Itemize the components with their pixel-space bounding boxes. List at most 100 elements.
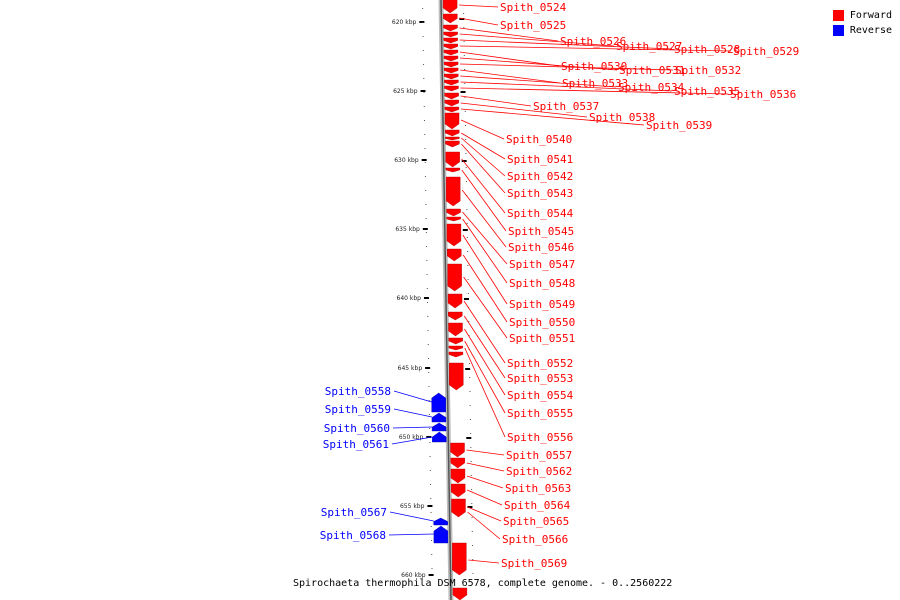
reverse-gene-label: Spith_0567 [321, 506, 387, 519]
minor-tick [464, 69, 466, 70]
forward-gene-leader [459, 33, 615, 47]
forward-gene-label: Spith_0549 [509, 298, 575, 311]
minor-tick [465, 181, 467, 182]
legend-forward: Forward [832, 8, 892, 23]
minor-tick [471, 517, 473, 518]
forward-gene-label: Spith_0563 [505, 482, 571, 495]
scale-tick-right [460, 91, 466, 93]
reverse-gene-arrow [433, 517, 448, 526]
minor-tick [470, 447, 472, 448]
reverse-gene-leader [393, 408, 433, 418]
reverse-gene-leader [392, 426, 433, 429]
forward-gene-arrow [445, 176, 461, 207]
forward-gene-label: Spith_0542 [507, 170, 573, 183]
forward-gene-arrow [444, 112, 460, 130]
minor-tick [424, 162, 426, 163]
scale-tick-right [463, 298, 469, 300]
minor-tick [464, 111, 466, 112]
forward-gene-arrow [448, 351, 464, 358]
minor-tick [470, 475, 472, 476]
minor-tick [424, 176, 426, 177]
forward-gene-leader [461, 137, 506, 177]
forward-gene-arrow [446, 223, 462, 247]
minor-tick [426, 260, 428, 261]
forward-gene-arrow [443, 31, 458, 38]
minor-tick [465, 125, 466, 126]
forward-gene-leader [461, 189, 507, 248]
minor-tick [430, 512, 432, 513]
minor-tick [425, 204, 427, 205]
forward-gene-label: Spith_0569 [501, 557, 567, 570]
forward-gene-label: Spith_0546 [508, 241, 574, 254]
forward-gene-leader [460, 87, 729, 95]
forward-gene-leader [467, 506, 502, 522]
scale-tick-label: 620 kbp [392, 19, 417, 26]
forward-gene-leader [460, 81, 673, 92]
minor-tick [424, 134, 426, 135]
forward-gene-arrow [452, 587, 468, 600]
forward-gene-arrow [443, 61, 459, 68]
scale-tick-label: 630 kbp [394, 157, 419, 164]
scale-tick [419, 21, 425, 23]
scale-tick [423, 297, 429, 299]
scale-tick [425, 367, 431, 369]
forward-gene-leader [467, 511, 501, 540]
forward-gene-label: Spith_0529 [733, 45, 799, 58]
genome-backbone [440, 0, 452, 600]
forward-gene-label: Spith_0539 [646, 119, 712, 132]
forward-gene-label: Spith_0541 [507, 153, 573, 166]
minor-tick [430, 484, 432, 485]
legend-reverse-label: Reverse [849, 25, 892, 36]
forward-gene-label: Spith_0566 [502, 533, 568, 546]
forward-gene-label: Spith_0564 [504, 499, 571, 512]
forward-gene-leader [460, 63, 674, 71]
minor-tick [466, 237, 468, 238]
forward-gene-leader [459, 27, 559, 42]
scale-tick [427, 505, 433, 507]
forward-gene-leader [459, 17, 499, 26]
forward-gene-leader [462, 211, 508, 265]
forward-gene-leader [460, 75, 617, 88]
minor-tick [471, 489, 473, 490]
forward-gene-arrow [445, 151, 460, 168]
minor-tick [426, 288, 428, 289]
scale-tick-label: 645 kbp [398, 365, 423, 372]
minor-tick [427, 358, 429, 359]
forward-gene-arrow [445, 140, 460, 148]
forward-gene-arrow [444, 106, 460, 113]
genome-caption: Spirochaeta thermophila DSM 6578, comple… [293, 578, 673, 589]
minor-tick [430, 526, 432, 527]
minor-tick [429, 470, 431, 471]
minor-tick [463, 41, 465, 42]
minor-tick [427, 316, 429, 317]
minor-tick [470, 461, 472, 462]
minor-tick [428, 414, 430, 415]
forward-gene-leader [466, 475, 504, 489]
forward-gene-arrow [444, 79, 459, 86]
forward-gene-arrow [450, 483, 466, 498]
minor-tick [428, 400, 430, 401]
forward-gene-arrow [447, 293, 463, 309]
forward-gene-leader [459, 4, 499, 8]
minor-tick [427, 302, 429, 303]
minor-tick [465, 153, 467, 154]
forward-gene-leader [463, 300, 506, 364]
forward-gene-arrow [445, 167, 461, 173]
minor-tick [464, 97, 466, 98]
forward-gene-arrow [445, 129, 460, 137]
forward-gene-label: Spith_0536 [730, 88, 796, 101]
forward-gene-arrow [447, 248, 462, 262]
minor-tick [425, 190, 427, 191]
scale-tick [422, 228, 428, 230]
minor-tick [469, 419, 471, 420]
forward-gene-arrow [443, 49, 459, 56]
forward-gene-leader [462, 234, 508, 305]
minor-tick [428, 372, 430, 373]
scale-tick [426, 436, 432, 438]
forward-gene-label: Spith_0532 [675, 64, 741, 77]
forward-gene-arrow [450, 468, 466, 484]
minor-tick [422, 36, 424, 37]
minor-tick [423, 64, 425, 65]
minor-tick [472, 573, 474, 574]
forward-gene-arrow [447, 263, 462, 292]
